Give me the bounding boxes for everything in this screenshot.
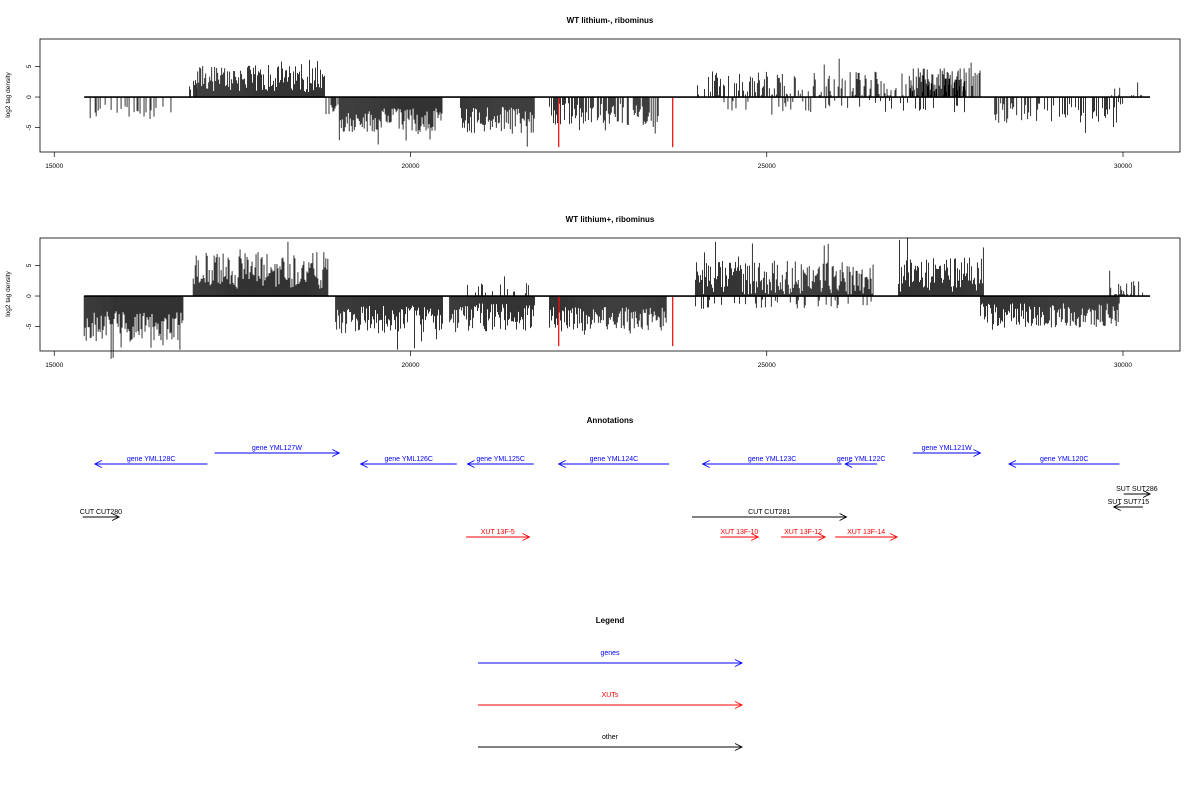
panel1-title: WT lithium-, ribominus	[567, 16, 654, 25]
feature-gene: gene YML125C	[466, 456, 534, 468]
feature-gene: gene YML126C	[359, 456, 457, 468]
panel2-ylabel: log2 tag density	[5, 270, 12, 316]
y-tick-label: 0	[26, 95, 33, 99]
feature-label: CUT CUT281	[748, 509, 790, 516]
feature-label: XUT 13F-14	[847, 529, 885, 536]
arrow-head	[734, 701, 744, 709]
arrow-head	[522, 533, 531, 541]
x-tick-label: 15000	[45, 163, 63, 170]
panel2-frame	[39, 237, 1181, 352]
x-tick-label: 15000	[45, 362, 63, 369]
arrow-head	[701, 460, 710, 468]
feature-gene: gene YML120C	[1007, 456, 1120, 468]
panel-lithium-plus: WT lithium+, ribominus log2 tag density …	[5, 215, 1181, 369]
arrow-head	[734, 659, 744, 667]
x-tick-label: 25000	[758, 163, 776, 170]
feature-xut: XUT 13F-12	[781, 529, 827, 541]
arrow-head	[93, 460, 103, 468]
panel2-x-axis: 15000 20000 25000 30000	[45, 351, 1132, 369]
feature-other: SUT SUT286	[1116, 486, 1158, 498]
arrow-head	[973, 449, 982, 457]
feature-gene: gene YML127W	[214, 445, 341, 457]
feature-other: CUT CUT281	[691, 509, 848, 521]
arrow-head	[844, 460, 853, 468]
feature-gene: gene YML128C	[93, 456, 208, 468]
y-tick-label: 5	[26, 64, 33, 68]
arrow-head	[1112, 503, 1121, 511]
feature-label: gene YML125C	[476, 456, 525, 463]
panel1-bars	[84, 58, 1151, 148]
feature-other: CUT CUT280	[80, 509, 122, 521]
legend-items: genes XUTs other	[478, 650, 744, 751]
panel1-ylabel: log2 tag density	[5, 71, 12, 117]
feature-xut: XUT 13F-14	[835, 529, 899, 541]
legend-title: Legend	[596, 616, 625, 625]
arrow-head	[359, 460, 368, 468]
feature-gene: gene YML121W	[912, 445, 982, 457]
arrow-head	[750, 533, 760, 541]
arrow-head	[111, 513, 121, 521]
y-tick-label: 5	[26, 263, 33, 267]
panel-lithium-minus: WT lithium-, ribominus log2 tag density …	[5, 16, 1181, 170]
feature-xut: XUT 13F-5	[466, 529, 531, 541]
feature-label: SUT SUT286	[1116, 486, 1158, 493]
feature-gene: gene YML123C	[701, 456, 842, 468]
legend-label: XUTs	[602, 692, 619, 699]
feature-label: XUT 13F-12	[784, 529, 822, 536]
x-tick-label: 30000	[1114, 163, 1132, 170]
annotations-title: Annotations	[587, 416, 634, 425]
arrow-head	[889, 533, 899, 541]
feature-gene: gene YML122C	[837, 456, 886, 468]
x-tick-label: 30000	[1114, 362, 1132, 369]
y-tick-label: 0	[26, 294, 33, 298]
panel2-bars	[83, 237, 1151, 359]
feature-label: XUT 13F-10	[720, 529, 758, 536]
legend-label: other	[602, 734, 619, 741]
feature-label: SUT SUT715	[1108, 499, 1150, 506]
panel2-y-axis: -5 0 5	[26, 263, 40, 329]
y-tick-label: -5	[26, 124, 33, 130]
legend: Legend genes XUTs other	[478, 616, 744, 751]
feature-label: gene YML122C	[837, 456, 886, 463]
arrow-head	[734, 743, 744, 751]
feature-label: gene YML124C	[590, 456, 639, 463]
legend-label: genes	[600, 650, 620, 657]
panel1-y-axis: -5 0 5	[26, 64, 40, 130]
arrow-head	[1007, 460, 1017, 468]
legend-item-other: other	[478, 734, 744, 751]
arrow-head	[557, 460, 566, 468]
panel2-title: WT lithium+, ribominus	[566, 215, 655, 224]
feature-label: gene YML127W	[252, 445, 302, 452]
legend-item-xut: XUTs	[478, 692, 744, 709]
feature-label: gene YML121W	[922, 445, 972, 452]
arrow-head	[817, 533, 827, 541]
annotation-features: gene YML128C gene YML127W gene YML126C gene…	[80, 445, 1158, 541]
legend-item-gene: genes	[478, 650, 744, 667]
feature-xut: XUT 13F-10	[720, 529, 760, 541]
panel1-frame	[39, 38, 1181, 153]
arrow-head	[466, 460, 475, 468]
feature-label: CUT CUT280	[80, 509, 122, 516]
feature-label: gene YML126C	[384, 456, 433, 463]
feature-label: gene YML128C	[127, 456, 176, 463]
arrow-head	[332, 449, 341, 457]
arrow-head	[1142, 490, 1152, 498]
feature-label: gene YML123C	[748, 456, 797, 463]
feature-label: gene YML120C	[1040, 456, 1089, 463]
x-tick-label: 20000	[401, 163, 419, 170]
panel1-x-axis: 15000 20000 25000 30000	[45, 152, 1132, 170]
feature-other: SUT SUT715	[1108, 499, 1150, 511]
y-tick-label: -5	[26, 323, 33, 329]
x-tick-label: 25000	[758, 362, 776, 369]
feature-label: XUT 13F-5	[481, 529, 515, 536]
arrow-head	[839, 513, 848, 521]
x-tick-label: 20000	[401, 362, 419, 369]
feature-gene: gene YML124C	[557, 456, 670, 468]
